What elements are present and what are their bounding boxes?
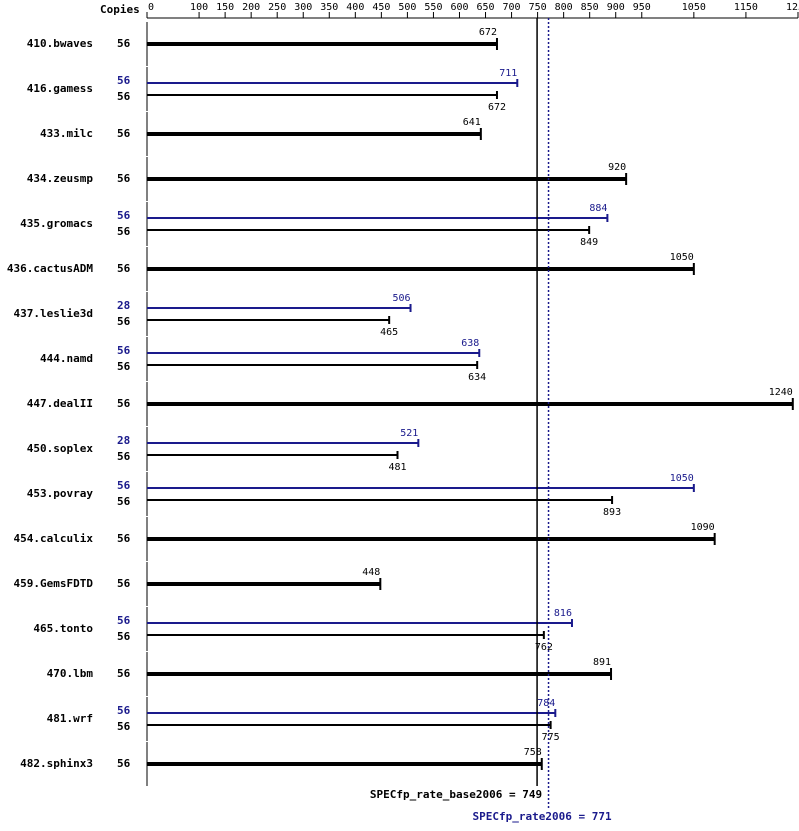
copies: 56	[117, 360, 131, 373]
value-label: 1050	[670, 252, 694, 263]
x-tick-label: 600	[450, 2, 468, 13]
value-label: 784	[537, 698, 555, 709]
benchmark-name: 447.dealII	[27, 397, 93, 410]
reference-label: SPECfp_rate2006 = 771	[473, 810, 612, 823]
copies: 56	[117, 757, 131, 770]
copies: 56	[117, 172, 131, 185]
copies: 56	[117, 450, 131, 463]
value-label: 672	[488, 102, 506, 113]
copies: 56	[117, 667, 131, 680]
value-label: 521	[400, 428, 418, 439]
x-tick-label: 100	[190, 2, 208, 13]
value-label: 634	[468, 372, 486, 383]
x-tick-label: 0	[148, 2, 154, 13]
x-tick-label: 150	[216, 2, 234, 13]
copies-header: Copies	[100, 3, 140, 16]
copies: 56	[117, 315, 131, 328]
x-tick-label: 1250	[786, 2, 799, 13]
x-tick-label: 750	[529, 2, 547, 13]
reference-label: SPECfp_rate_base2006 = 749	[370, 788, 542, 801]
benchmark-name: 459.GemsFDTD	[14, 577, 94, 590]
x-tick-label: 400	[346, 2, 364, 13]
benchmark-name: 434.zeusmp	[27, 172, 94, 185]
x-tick-label: 850	[581, 2, 599, 13]
value-label: 775	[542, 732, 560, 743]
benchmark-name: 453.povray	[27, 487, 94, 500]
value-label: 884	[589, 203, 607, 214]
copies: 56	[117, 127, 131, 140]
benchmark-name: 470.lbm	[47, 667, 94, 680]
copies: 56	[117, 74, 131, 87]
value-label: 816	[554, 608, 572, 619]
value-label: 465	[380, 327, 398, 338]
x-tick-label: 950	[633, 2, 651, 13]
x-tick-label: 900	[607, 2, 625, 13]
benchmark-name: 481.wrf	[47, 712, 93, 725]
copies: 56	[117, 344, 131, 357]
x-tick-label: 250	[268, 2, 286, 13]
copies: 56	[117, 209, 131, 222]
value-label: 758	[524, 747, 542, 758]
copies: 56	[117, 577, 131, 590]
benchmark-name: 433.milc	[40, 127, 93, 140]
x-tick-label: 350	[320, 2, 338, 13]
x-tick-label: 650	[476, 2, 494, 13]
benchmark-name: 444.namd	[40, 352, 93, 365]
value-label: 506	[392, 293, 410, 304]
value-label: 448	[362, 567, 380, 578]
copies: 56	[117, 225, 131, 238]
copies: 56	[117, 262, 131, 275]
x-tick-label: 1050	[682, 2, 706, 13]
x-tick-label: 300	[294, 2, 312, 13]
value-label: 920	[608, 162, 626, 173]
copies: 56	[117, 37, 131, 50]
value-label: 893	[603, 507, 621, 518]
copies: 56	[117, 397, 131, 410]
x-tick-label: 500	[398, 2, 416, 13]
value-label: 1090	[691, 522, 715, 533]
benchmark-name: 450.soplex	[27, 442, 94, 455]
value-label: 762	[535, 642, 553, 653]
copies: 56	[117, 704, 131, 717]
x-tick-label: 700	[503, 2, 521, 13]
benchmark-name: 416.gamess	[27, 82, 93, 95]
benchmark-name: 465.tonto	[33, 622, 93, 635]
value-label: 672	[479, 27, 497, 38]
value-label: 1050	[670, 473, 694, 484]
value-label: 1240	[769, 387, 793, 398]
copies: 56	[117, 630, 131, 643]
value-label: 641	[463, 117, 481, 128]
copies: 56	[117, 720, 131, 733]
value-label: 481	[388, 462, 406, 473]
x-tick-label: 200	[242, 2, 260, 13]
x-tick-label: 800	[555, 2, 573, 13]
x-tick-label: 1150	[734, 2, 758, 13]
x-tick-label: 550	[424, 2, 442, 13]
copies: 56	[117, 532, 131, 545]
value-label: 711	[499, 68, 517, 79]
copies: 56	[117, 479, 131, 492]
copies: 56	[117, 90, 131, 103]
value-label: 849	[580, 237, 598, 248]
benchmark-name: 436.cactusADM	[7, 262, 93, 275]
copies: 28	[117, 299, 130, 312]
benchmark-name: 410.bwaves	[27, 37, 93, 50]
x-tick-label: 450	[372, 2, 390, 13]
benchmark-name: 454.calculix	[14, 532, 94, 545]
copies: 56	[117, 495, 131, 508]
value-label: 638	[461, 338, 479, 349]
copies: 56	[117, 614, 131, 627]
value-label: 891	[593, 657, 611, 668]
benchmark-name: 435.gromacs	[20, 217, 93, 230]
copies: 28	[117, 434, 130, 447]
benchmark-name: 482.sphinx3	[20, 757, 93, 770]
benchmark-name: 437.leslie3d	[14, 307, 93, 320]
